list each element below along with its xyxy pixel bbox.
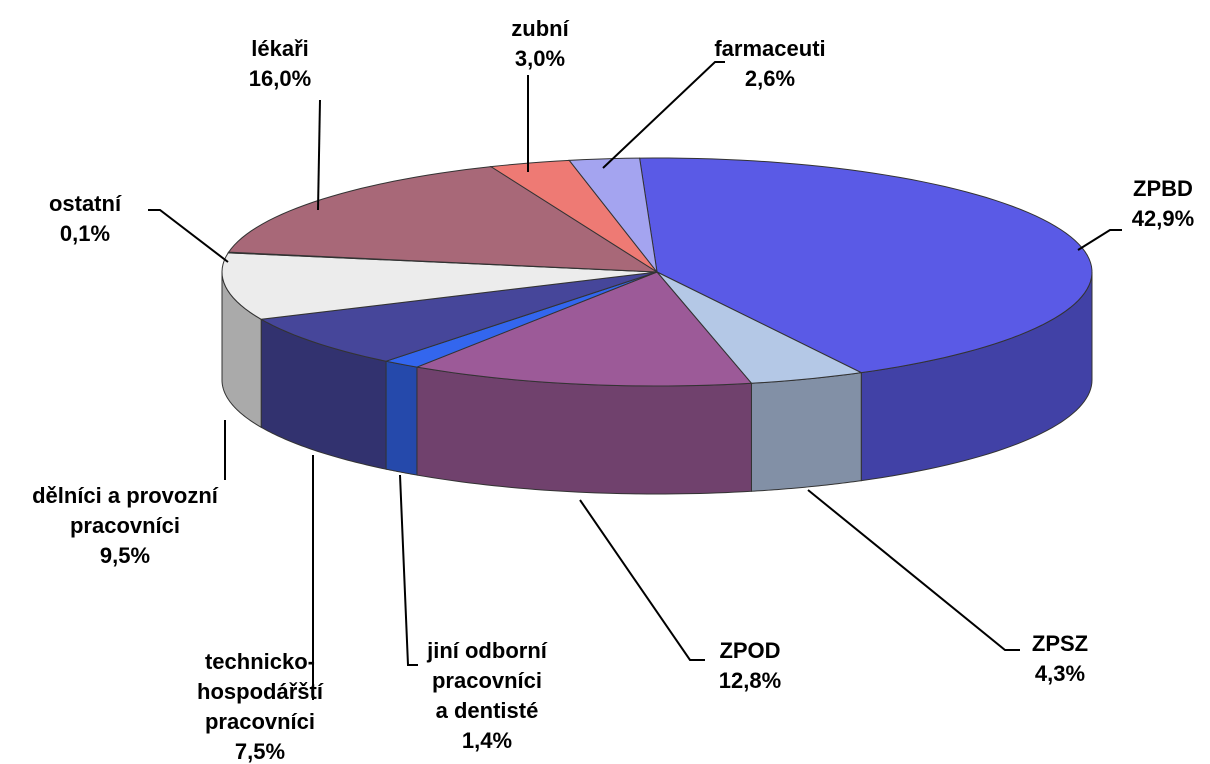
label-line: ostatní [49,191,122,216]
slice-side [416,366,752,495]
value-label: 42,9% [1132,206,1194,231]
leader-line [807,489,1020,651]
slice-label: jiní odborní pracovníci a dentisté [426,638,548,723]
leader-line [579,499,705,661]
label-line: pracovníci [70,513,180,538]
label-line: ZPSZ [1032,631,1088,656]
leader-line [399,474,418,666]
slice-label: dělníci a provozní pracovníci [32,483,219,538]
value-label: 1,4% [462,728,512,753]
leader-line [148,209,229,263]
slice-label: ZPBD [1133,176,1193,201]
slice [221,252,658,320]
slice [489,159,658,273]
slice [415,271,753,387]
slice [568,157,658,274]
label-line: pracovníci [205,709,315,734]
label-line: lékaři [251,36,309,61]
value-label: 9,5% [100,543,150,568]
slice-label: zubní [511,16,569,41]
slice-label: lékaři [251,36,309,61]
slice-label: ZPOD [719,638,780,663]
leader-line [317,99,321,211]
slice-label: ZPSZ [1032,631,1088,656]
slice-label: farmaceuti [714,36,825,61]
label-line: farmaceuti [714,36,825,61]
value-label: 3,0% [515,46,565,71]
slice [259,271,658,362]
value-label: 12,8% [719,668,781,693]
value-label: 0,1% [60,221,110,246]
value-label: 7,5% [235,739,285,764]
slice-side [750,372,862,492]
slice-label: technicko-hospodářští pracovníci [197,649,324,734]
label-line: a dentisté [436,698,539,723]
value-label: 4,3% [1035,661,1085,686]
label-line: technicko- [205,649,315,674]
label-line: ZPOD [719,638,780,663]
label-line: hospodářští [197,679,324,704]
slice-side [385,360,418,476]
leader-line [602,61,725,169]
value-label: 2,6% [745,66,795,91]
label-line: jiní odborní [426,638,548,663]
label-line: pracovníci [432,668,542,693]
leader-line [1077,229,1122,251]
label-line: dělníci a provozní [32,483,219,508]
label-line: zubní [511,16,569,41]
slice [656,271,863,384]
value-label: 16,0% [249,66,311,91]
label-line: ZPBD [1133,176,1193,201]
slice-label: ostatní [49,191,122,216]
